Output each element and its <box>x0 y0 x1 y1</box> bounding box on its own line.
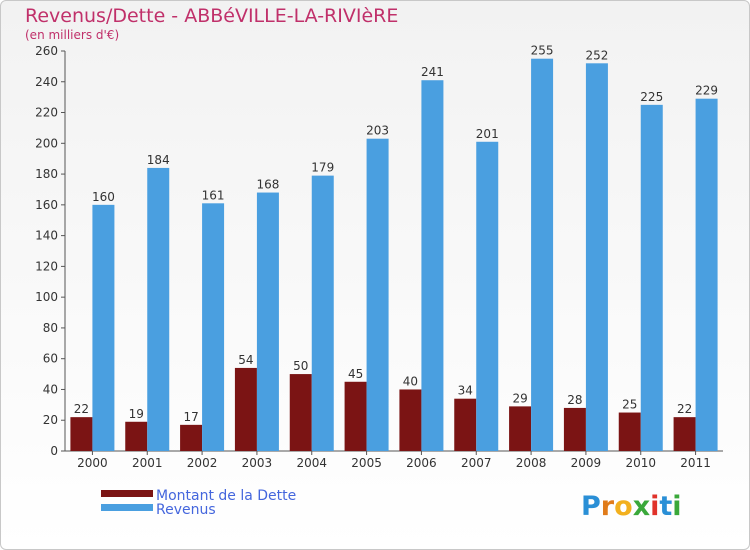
data-label-debt: 17 <box>183 410 198 424</box>
bar-debt <box>399 389 422 451</box>
data-label-revenue: 241 <box>421 65 444 79</box>
bar-debt <box>125 421 148 451</box>
y-tick-label: 60 <box>43 352 58 366</box>
bar-revenue <box>476 141 499 451</box>
data-label-revenue: 225 <box>640 90 663 104</box>
legend-item-debt: Montant de la Dette <box>101 488 296 504</box>
chart-title: Revenus/Dette - ABBéVILLE-LA-RIVIèRE <box>25 5 399 27</box>
proxiti-logo: Proxiti <box>581 491 682 522</box>
legend-swatch-debt <box>101 489 153 497</box>
bar-revenue <box>695 98 718 451</box>
y-tick-label: 220 <box>35 106 58 120</box>
data-label-debt: 28 <box>567 393 582 407</box>
bar-debt <box>70 417 93 451</box>
bar-debt <box>180 424 203 451</box>
data-label-debt: 22 <box>74 402 89 416</box>
y-tick-label: 0 <box>50 444 58 458</box>
data-label-revenue: 201 <box>476 127 499 141</box>
logo-letter: i <box>672 491 682 522</box>
x-tick-label: 2010 <box>625 456 656 470</box>
value-labels: 22 160 19 184 17 161 54 168 50 179 45 203 40 241 34 201… <box>74 44 718 424</box>
data-label-revenue: 161 <box>202 188 225 202</box>
data-label-revenue: 203 <box>366 124 389 138</box>
data-label-debt: 54 <box>238 353 253 367</box>
logo-letter: x <box>632 491 651 522</box>
data-label-revenue: 229 <box>695 84 718 98</box>
data-label-debt: 50 <box>293 359 308 373</box>
data-label-debt: 22 <box>677 402 692 416</box>
bar-debt <box>344 381 367 451</box>
x-tick-label: 2001 <box>132 456 163 470</box>
data-label-revenue: 252 <box>585 48 608 62</box>
bar-revenue <box>531 58 554 451</box>
legend-label-revenue: Revenus <box>156 502 216 518</box>
bar-revenue <box>256 192 279 452</box>
data-label-revenue: 184 <box>147 153 170 167</box>
data-label-debt: 40 <box>403 374 418 388</box>
legend-swatch-revenue <box>101 503 153 511</box>
x-tick-label: 2008 <box>516 456 547 470</box>
x-tick-label: 2004 <box>296 456 327 470</box>
data-label-revenue: 255 <box>531 44 554 58</box>
bar-revenue <box>311 175 334 451</box>
bar-revenue <box>147 167 170 451</box>
y-tick-label: 140 <box>35 229 58 243</box>
logo-letter: P <box>581 491 601 522</box>
data-label-revenue: 168 <box>256 178 279 192</box>
bar-debt <box>509 406 532 451</box>
y-tick-label: 100 <box>35 290 58 304</box>
bar-debt <box>234 367 257 451</box>
data-label-debt: 29 <box>512 391 527 405</box>
bar-debt <box>618 412 641 451</box>
logo-letter: t <box>659 491 673 522</box>
bar-debt <box>289 374 312 451</box>
bar-revenue <box>421 80 444 451</box>
data-label-debt: 25 <box>622 398 637 412</box>
x-tick-label: 2000 <box>77 456 108 470</box>
y-tick-label: 40 <box>43 382 58 396</box>
x-tick-label: 2002 <box>187 456 218 470</box>
bar-revenue <box>640 104 663 451</box>
data-label-debt: 19 <box>129 407 144 421</box>
y-tick-label: 240 <box>35 75 58 89</box>
bar-revenue <box>202 203 225 451</box>
data-label-revenue: 160 <box>92 190 115 204</box>
y-tick-label: 20 <box>43 413 58 427</box>
y-tick-label: 260 <box>35 44 58 58</box>
x-tick-label: 2005 <box>351 456 382 470</box>
x-tick-label: 2003 <box>242 456 273 470</box>
bar-debt <box>563 407 586 451</box>
y-tick-label: 160 <box>35 198 58 212</box>
logo-letter: r <box>600 491 615 522</box>
x-tick-label: 2006 <box>406 456 437 470</box>
x-tick-label: 2009 <box>571 456 602 470</box>
bars <box>70 58 718 452</box>
legend-label-debt: Montant de la Dette <box>156 488 297 504</box>
bar-debt <box>454 398 477 451</box>
logo-letter: i <box>650 491 660 522</box>
y-tick-label: 200 <box>35 136 58 150</box>
logo-letter: o <box>614 491 633 522</box>
bar-revenue <box>366 138 389 451</box>
x-tick-label: 2011 <box>680 456 711 470</box>
legend-item-revenue: Revenus <box>101 502 216 518</box>
y-tick-label: 180 <box>35 167 58 181</box>
y-tick-label: 120 <box>35 259 58 273</box>
bar-debt <box>673 417 696 451</box>
axes: 0 20 40 60 80 100 120 140 160 180 200 220 240 260 2000… <box>35 44 723 470</box>
x-tick-label: 2007 <box>461 456 492 470</box>
chart-unit-label: (en milliers d'€) <box>25 28 120 42</box>
data-label-debt: 34 <box>458 384 473 398</box>
data-label-revenue: 179 <box>311 161 334 175</box>
y-tick-label: 80 <box>43 321 58 335</box>
data-label-debt: 45 <box>348 367 363 381</box>
bar-revenue <box>92 204 115 451</box>
bar-revenue <box>585 63 608 452</box>
